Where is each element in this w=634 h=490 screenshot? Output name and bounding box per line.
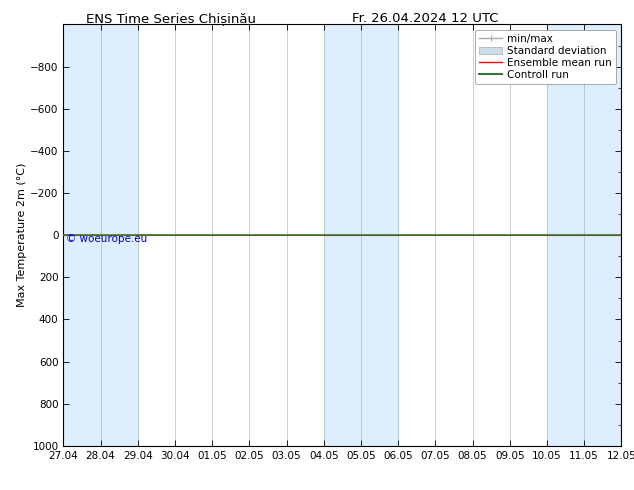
Bar [547, 24, 621, 446]
Legend: min/max, Standard deviation, Ensemble mean run, Controll run: min/max, Standard deviation, Ensemble me… [475, 30, 616, 84]
Text: Fr. 26.04.2024 12 UTC: Fr. 26.04.2024 12 UTC [351, 12, 498, 25]
Text: ENS Time Series Chișinău: ENS Time Series Chișinău [86, 12, 256, 25]
Text: © woeurope.eu: © woeurope.eu [66, 234, 148, 244]
Y-axis label: Max Temperature 2m (°C): Max Temperature 2m (°C) [17, 163, 27, 307]
Bar [324, 24, 398, 446]
Bar [63, 24, 138, 446]
